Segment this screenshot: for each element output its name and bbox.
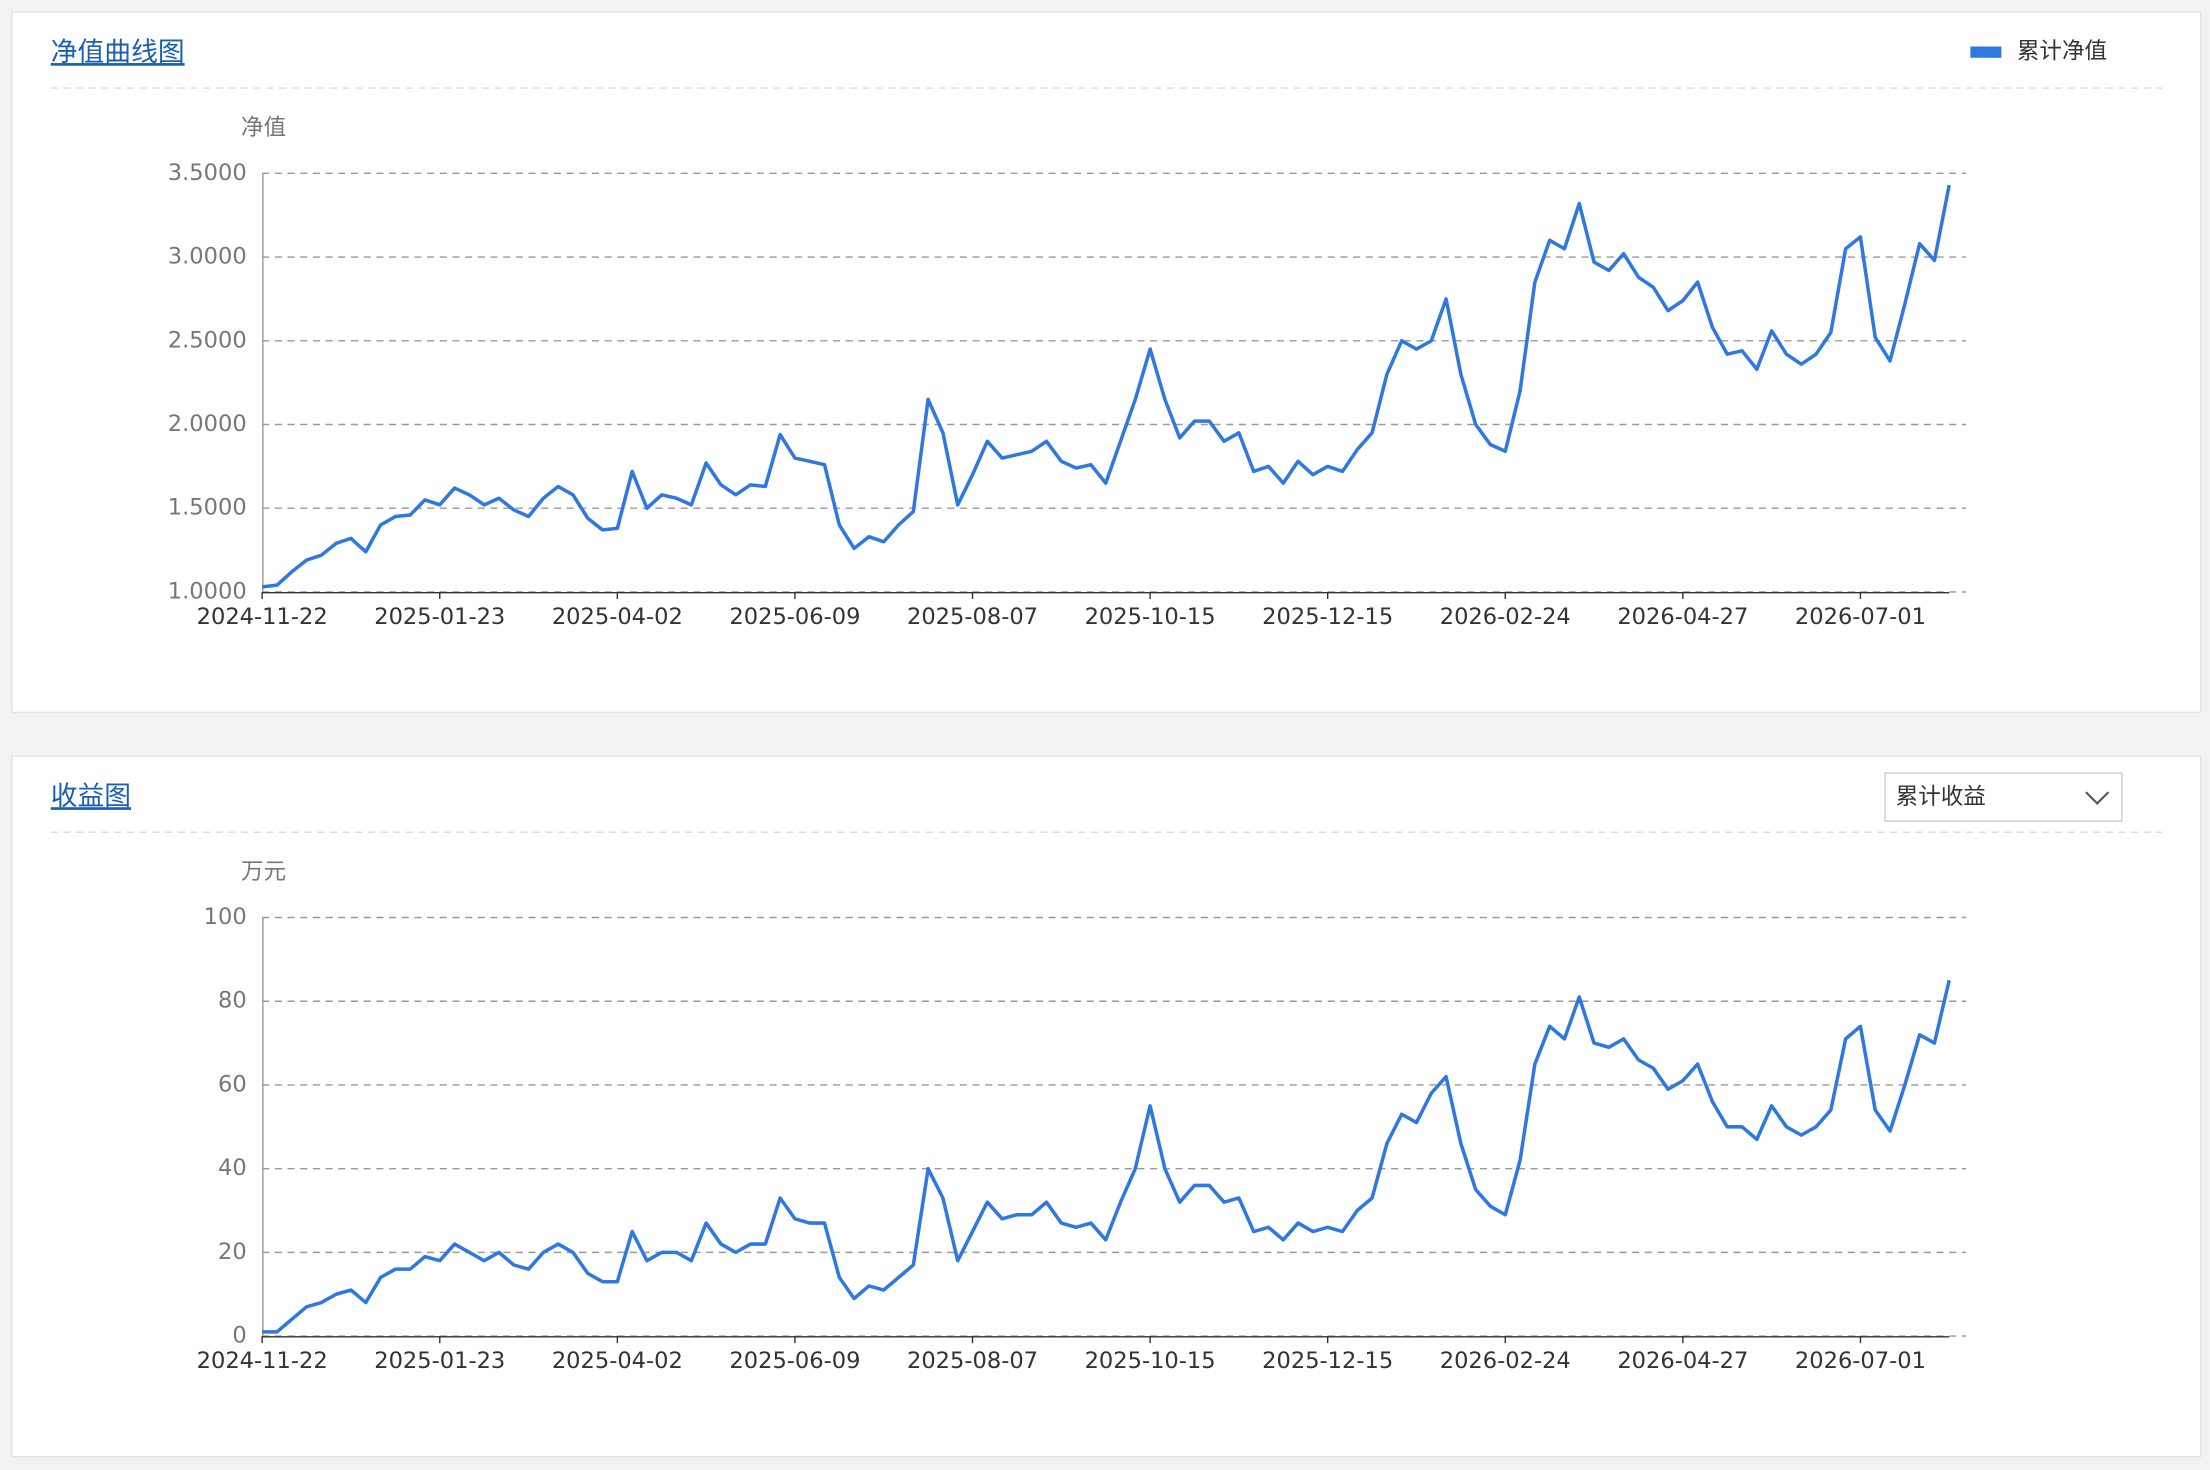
y-axis-label: 万元 <box>241 859 286 885</box>
x-tick-label: 2025-12-15 <box>1262 604 1393 630</box>
y-tick-label: 40 <box>218 1155 247 1181</box>
dropdown[interactable]: 累计收益 <box>1884 772 2123 822</box>
chevron-icon[interactable] <box>2085 791 2110 805</box>
x-tick-label: 2026-02-24 <box>1440 1348 1571 1374</box>
y-tick-label: 2.0000 <box>168 411 247 437</box>
y-tick-label: 1.5000 <box>168 495 247 521</box>
y-tick-label: 100 <box>204 904 247 930</box>
y-tick-label: 2.5000 <box>168 327 247 353</box>
y-tick-label: 0 <box>232 1323 246 1349</box>
x-tick-label: 2025-06-09 <box>729 604 860 630</box>
x-tick-label: 2025-01-23 <box>374 604 505 630</box>
x-tick-label: 2026-04-27 <box>1617 1348 1748 1374</box>
panel-title[interactable]: 收益图 <box>51 781 131 812</box>
x-tick-label: 2025-12-15 <box>1262 1348 1393 1374</box>
x-tick-label: 2024-11-22 <box>197 604 328 630</box>
x-tick-label: 2025-10-15 <box>1085 604 1216 630</box>
x-tick-label: 2025-04-02 <box>552 1348 683 1374</box>
legend-label: 累计净值 <box>2017 39 2107 65</box>
x-tick-label: 2025-08-07 <box>907 604 1038 630</box>
panel <box>11 11 2202 714</box>
x-tick-label: 2025-04-02 <box>552 604 683 630</box>
x-tick-label: 2025-08-07 <box>907 1348 1038 1374</box>
x-tick-label: 2025-10-15 <box>1085 1348 1216 1374</box>
panel <box>11 755 2202 1458</box>
panel-title[interactable]: 净值曲线图 <box>51 37 185 68</box>
y-tick-label: 3.0000 <box>168 244 247 270</box>
x-tick-label: 2026-02-24 <box>1440 604 1571 630</box>
x-tick-label: 2025-06-09 <box>729 1348 860 1374</box>
x-tick-label: 2025-01-23 <box>374 1348 505 1374</box>
line-series <box>261 184 1951 589</box>
dropdown-label[interactable]: 累计收益 <box>1896 784 1986 810</box>
y-tick-label: 1.0000 <box>168 578 247 604</box>
legend-swatch <box>1970 46 2002 58</box>
line-series <box>262 979 1951 1334</box>
y-tick-label: 3.5000 <box>168 160 247 186</box>
y-axis-label: 净值 <box>241 115 286 141</box>
y-tick-label: 20 <box>218 1239 247 1265</box>
x-tick-label: 2026-04-27 <box>1617 604 1748 630</box>
dropdown-box[interactable] <box>1884 772 2123 822</box>
y-tick-label: 80 <box>218 988 247 1014</box>
x-tick-label: 2024-11-22 <box>197 1348 328 1374</box>
x-tick-label: 2026-07-01 <box>1795 604 1926 630</box>
x-tick-label: 2026-07-01 <box>1795 1348 1926 1374</box>
y-tick-label: 60 <box>218 1071 247 1097</box>
